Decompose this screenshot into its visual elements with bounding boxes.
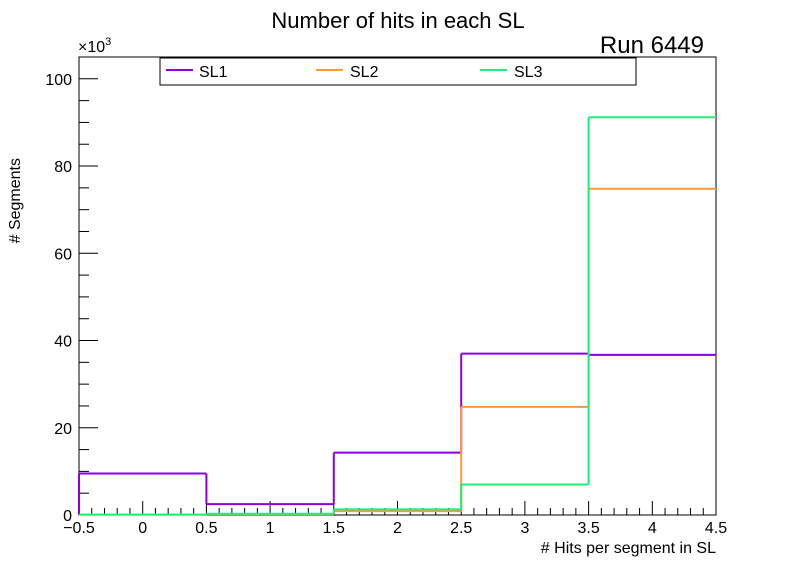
- series-sl3: [78, 116, 716, 516]
- x-axis-label: # Hits per segment in SL: [541, 540, 716, 557]
- x-tick-label: 0: [138, 520, 147, 537]
- legend-label-sl3: SL3: [514, 64, 543, 81]
- x-tick-label: 0.5: [195, 520, 217, 537]
- x-tick-label: 1.5: [323, 520, 345, 537]
- chart-title: Number of hits in each SL: [271, 8, 524, 33]
- x-tick-label: 1: [266, 520, 275, 537]
- x-tick-label: 2.5: [450, 520, 472, 537]
- series-sl1: [78, 352, 716, 515]
- y-tick-label: 80: [54, 159, 72, 176]
- legend-label-sl1: SL1: [199, 64, 228, 81]
- x-tick-label: 2: [393, 520, 402, 537]
- legend-label-sl2: SL2: [350, 64, 379, 81]
- x-tick-label: −0.5: [63, 520, 95, 537]
- y-tick-label: 100: [45, 72, 72, 89]
- x-tick-label: 3: [520, 520, 529, 537]
- plot-frame: [78, 56, 717, 516]
- series-sl2: [78, 187, 716, 516]
- x-tick-label: 4.5: [705, 520, 727, 537]
- x-tick-label: 3.5: [577, 520, 599, 537]
- x-tick-label: 4: [648, 520, 657, 537]
- run-label: Run 6449: [600, 32, 704, 59]
- y-tick-label: 60: [54, 246, 72, 263]
- y-axis-label: # Segments: [7, 158, 24, 243]
- y-tick-label: 40: [54, 334, 72, 351]
- legend: SL1 SL2 SL3: [159, 57, 637, 86]
- y-tick-label: 0: [63, 508, 72, 525]
- y-axis-multiplier: ×103: [78, 36, 111, 56]
- y-tick-label: 20: [54, 421, 72, 438]
